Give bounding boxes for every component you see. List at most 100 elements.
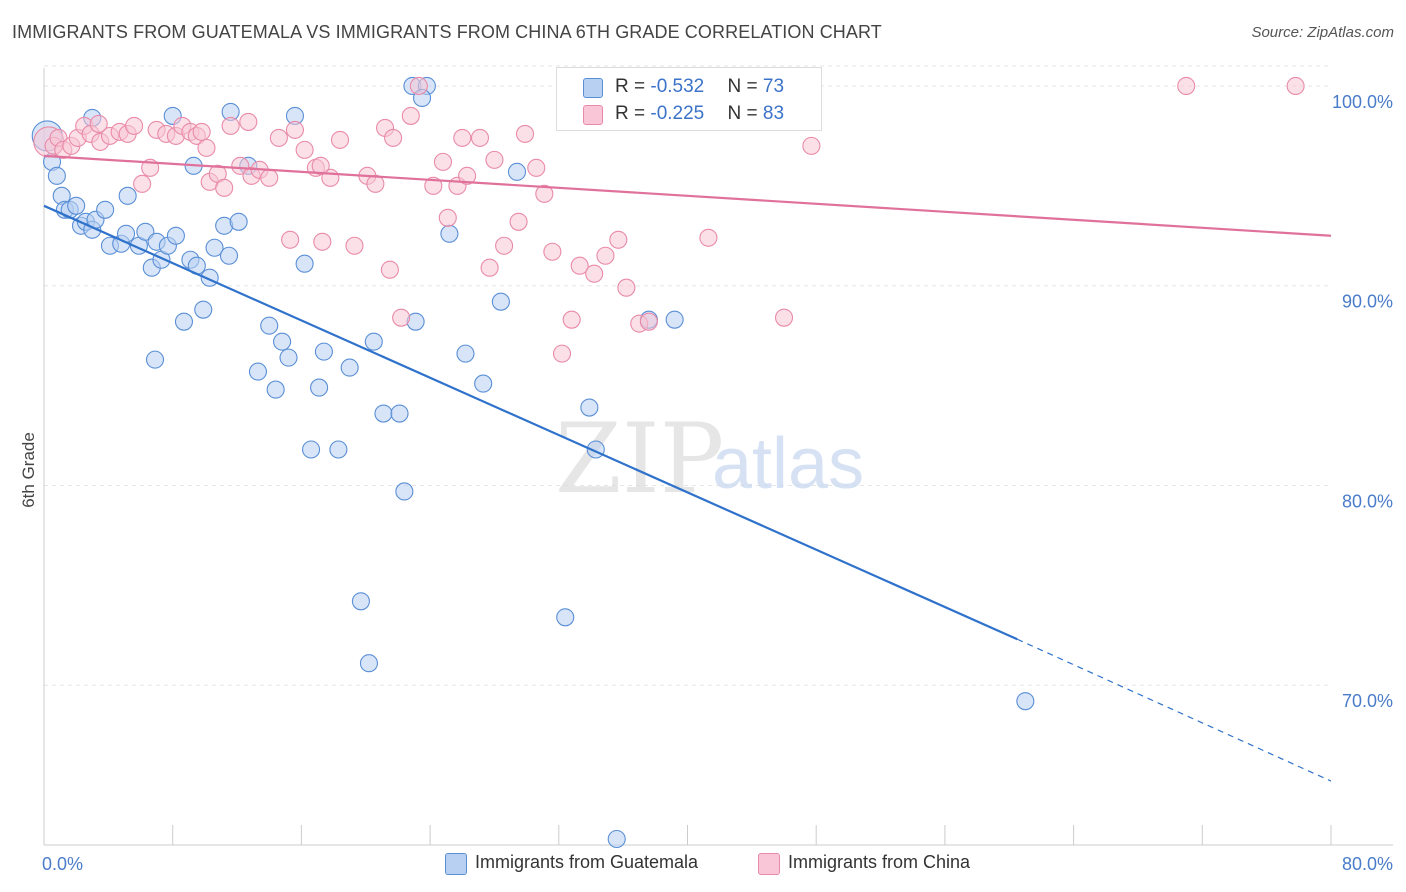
data-point [507,162,527,181]
data-point [596,246,615,265]
data-point [456,344,475,363]
data-point [607,829,626,849]
data-point [329,440,348,459]
legend-n-value-guatemala: 73 [762,76,785,97]
data-point [639,312,658,331]
data-point [314,342,333,361]
data-point [47,166,66,185]
legend-row-china: R = -0.225 N = 83 [615,103,784,125]
data-point [433,152,453,171]
data-point [440,224,459,243]
data-point [1286,76,1305,96]
trend-line-guatemala [43,204,1018,641]
data-point [229,212,248,231]
data-point [192,122,211,141]
data-point [118,186,137,205]
data-point [552,344,572,363]
bottom-legend-guatemala: Immigrants from Guatemala [445,852,698,875]
data-point [570,256,589,275]
data-point [260,168,279,187]
legend-r-label: R = [615,103,651,124]
data-point [67,196,86,215]
trend-line-guatemala-extension [1017,638,1332,782]
data-point [285,120,305,139]
data-point [390,404,409,423]
data-point [515,124,535,143]
data-point [392,308,411,327]
bottom-legend-china: Immigrants from China [758,852,971,875]
data-point [665,310,684,329]
data-point [219,246,239,265]
data-point [495,236,514,255]
data-point [774,308,794,327]
data-point [364,332,383,351]
data-point [585,264,604,283]
data-point [384,128,403,147]
data-point [281,230,300,249]
data-point [231,156,250,175]
data-point [395,482,414,501]
data-point [580,398,599,417]
trend-lines [43,154,1332,782]
chart-title: IMMIGRANTS FROM GUATEMALA VS IMMIGRANTS … [12,22,882,42]
data-point [279,348,298,367]
data-point [269,128,288,147]
data-point [470,128,490,147]
data-point [543,242,562,261]
data-point [699,228,718,247]
data-point [174,312,194,331]
y-tick-labels: 70.0% 80.0% 90.0% 100.0% [1332,92,1393,711]
data-point [330,130,350,149]
legend-swatch-china [583,105,603,125]
data-point [239,112,258,131]
legend-row-guatemala: R = -0.532 N = 73 [615,76,784,98]
data-point [205,238,224,257]
y-tick-label: 70.0% [1342,691,1393,711]
data-point [133,174,152,193]
data-point [221,116,240,135]
chart-source: Source: ZipAtlas.com [1251,24,1394,41]
data-point [366,174,385,193]
bottom-legend-swatch-guatemala [445,853,467,875]
legend-n-value-china: 83 [762,103,785,124]
data-point [527,158,546,177]
data-point [458,166,477,185]
data-point [401,106,420,125]
data-point [295,254,314,273]
data-point [1177,76,1196,96]
data-point [197,138,216,157]
data-point [310,378,329,397]
data-point [562,310,581,329]
legend-r-label: R = [615,76,651,97]
bottom-legend-label-china: Immigrants from China [788,852,971,872]
data-point [509,212,528,231]
stats-legend: R = -0.532 N = 73 R = -0.225 N = 83 [556,67,822,131]
legend-swatch-guatemala [583,78,603,98]
data-point [273,332,292,351]
data-point [248,362,268,381]
legend-r-value-china: -0.225 [650,103,705,124]
x-tick-label-max: 80.0% [1342,854,1393,874]
data-point [380,260,399,279]
data-point [89,114,108,133]
y-tick-label: 100.0% [1332,92,1393,112]
data-point [424,176,443,195]
data-point [136,222,155,241]
data-point [311,156,330,175]
data-point [453,128,472,147]
y-tick-label: 80.0% [1342,491,1393,511]
legend-n-label: N = [727,103,763,124]
data-point [351,592,370,611]
y-tick-label: 90.0% [1342,292,1393,312]
data-point [260,316,279,335]
data-point [556,608,575,627]
legend-n-label: N = [727,76,763,97]
data-point [194,300,213,319]
data-point [802,136,821,155]
data-point [409,76,428,96]
x-tick-label-min: 0.0% [42,854,83,874]
data-point [491,292,510,311]
data-point [438,208,457,227]
data-point [1016,692,1035,711]
